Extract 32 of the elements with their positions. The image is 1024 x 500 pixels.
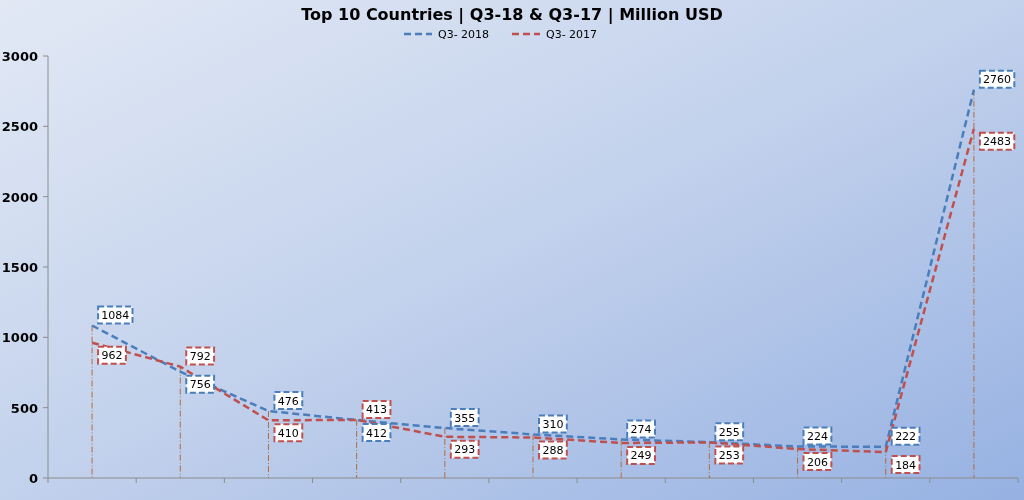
data-label: 288 (542, 443, 564, 457)
data-label: 249 (630, 449, 652, 463)
data-label: 2760 (983, 73, 1012, 87)
chart-title: Top 10 Countries | Q3-18 & Q3-17 | Million USD (301, 5, 723, 25)
data-label: 355 (454, 411, 476, 425)
data-label: 1084 (101, 309, 130, 323)
data-label: 224 (806, 429, 828, 443)
data-label: 412 (366, 426, 388, 440)
data-label: 255 (718, 425, 740, 439)
y-tick-label: 2500 (1, 119, 38, 135)
data-label: 756 (189, 378, 211, 392)
data-label: 413 (366, 403, 388, 417)
y-tick-label: 1000 (1, 330, 38, 346)
data-label: 476 (277, 394, 299, 408)
data-label: 293 (454, 443, 476, 457)
data-label: 206 (806, 455, 828, 469)
y-tick-label: 3000 (1, 49, 38, 64)
data-label: 410 (277, 426, 299, 440)
data-label: 222 (895, 430, 917, 444)
data-label: 253 (718, 448, 740, 462)
y-tick-label: 500 (10, 400, 38, 416)
y-tick-label: 1500 (1, 260, 38, 275)
legend-label: Q3- 2018 (438, 28, 490, 41)
data-label: 792 (189, 350, 211, 364)
legend-label: Q3- 2017 (546, 28, 598, 41)
data-label: 274 (630, 422, 652, 436)
data-label: 184 (895, 458, 917, 472)
y-tick-label: 2000 (1, 189, 38, 205)
data-label: 962 (101, 349, 123, 363)
data-label: 2483 (983, 135, 1012, 149)
y-tick-label: 0 (28, 471, 38, 486)
data-label: 310 (542, 417, 564, 431)
